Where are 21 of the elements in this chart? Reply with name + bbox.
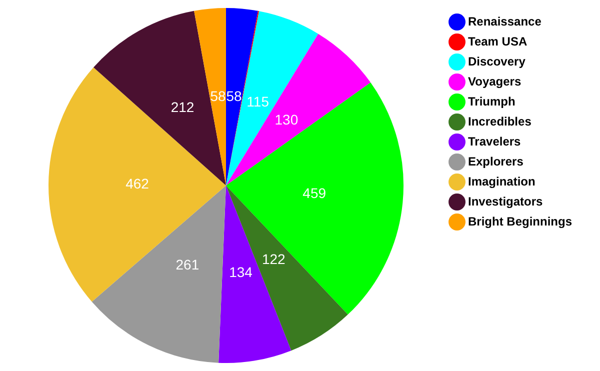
legend-label: Imagination bbox=[468, 174, 536, 188]
legend-label: Incredibles bbox=[468, 114, 532, 128]
legend-label: Explorers bbox=[468, 154, 524, 168]
data-label: 459 bbox=[302, 185, 326, 201]
legend-label: Travelers bbox=[468, 134, 522, 148]
data-label: 134 bbox=[229, 264, 253, 280]
data-label: 212 bbox=[170, 98, 194, 115]
legend-label: Investigators bbox=[468, 194, 544, 208]
legend-label: Voyagers bbox=[468, 74, 522, 88]
legend-label: Discovery bbox=[468, 54, 526, 68]
data-label: 462 bbox=[126, 176, 150, 192]
legend-label: Triumph bbox=[468, 94, 516, 108]
data-label: 58 bbox=[226, 88, 242, 104]
legend-label: Renaissance bbox=[468, 14, 542, 28]
data-label: 115 bbox=[246, 94, 270, 110]
data-label: 130 bbox=[274, 111, 298, 128]
legend-label: Team USA bbox=[468, 34, 528, 48]
data-label: 261 bbox=[176, 256, 200, 272]
data-label: 122 bbox=[262, 251, 286, 268]
legend-label: Bright Beginnings bbox=[468, 214, 572, 228]
data-label: 58 bbox=[210, 88, 226, 104]
